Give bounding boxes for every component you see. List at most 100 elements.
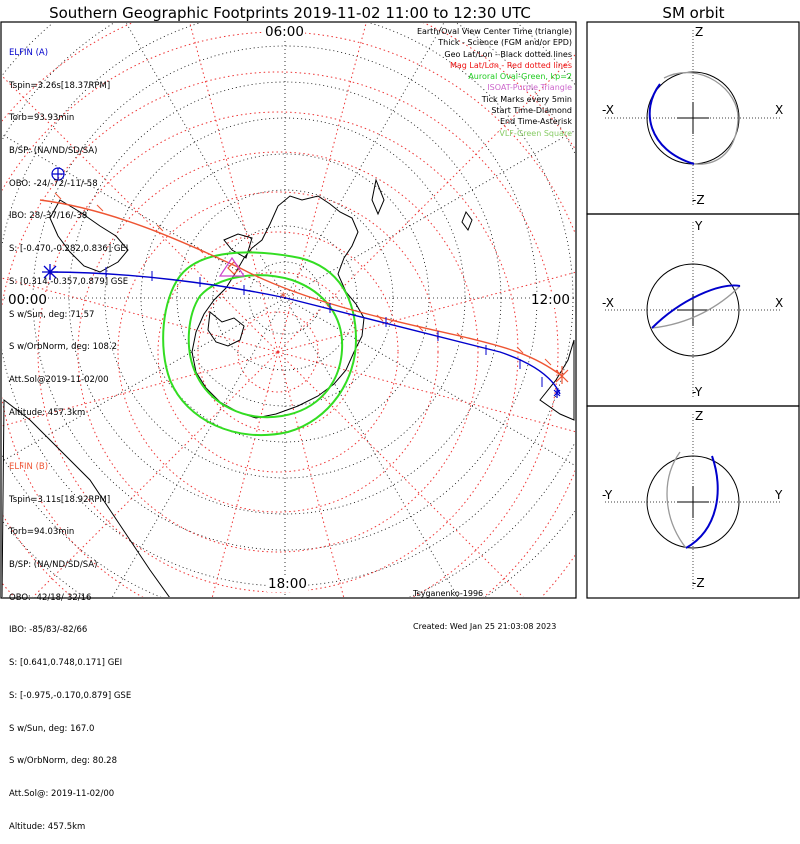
- sm-panel-frame-3: [586, 405, 800, 599]
- sm-panel-yz: [605, 414, 781, 590]
- elfin-b-line: IBO: -85/83/-82/66: [9, 625, 88, 636]
- elfin-b-tick: [54, 192, 62, 200]
- elfin-a-track: [49, 271, 561, 395]
- elfin-b-line: Tspin=3.11s[18.92RPM]: [9, 494, 111, 505]
- elfin-a-line: IBO: 28/-37/16/-38: [9, 211, 88, 222]
- elfin-a-start-asterisk: [42, 264, 58, 280]
- geo-lon-line: [284, 297, 575, 466]
- legend-item: ISOAT-Purple Triangle: [487, 83, 572, 93]
- time-label-top: 06:00: [264, 24, 305, 40]
- geo-lon-line: [2, 297, 286, 462]
- geo-lon-line: [125, 23, 286, 299]
- sm-orbit-title: SM orbit: [662, 4, 725, 22]
- sm1-bottom-label: -Z: [692, 193, 705, 207]
- isoat-triangle: [218, 256, 246, 277]
- elfin-a-name: ELFIN (A): [9, 47, 49, 58]
- sm-orbit-plots: [605, 30, 781, 590]
- model-label: Tsyganenko-1996: [413, 589, 484, 598]
- geo-lon-line: [284, 297, 459, 597]
- legend-item: Mag Lat/Lon - Red dotted lines: [449, 60, 572, 70]
- view-center-marker: *: [280, 291, 287, 306]
- sm3-bottom-label: -Z: [692, 576, 705, 590]
- legend-item: Tick Marks every 5min: [481, 94, 572, 104]
- elfin-b-tick: [516, 346, 524, 354]
- geo-lon-line: [2, 134, 286, 299]
- elfin-b-line: Altitude: 457.5km: [9, 821, 86, 832]
- auroral-oval-inner: [187, 274, 344, 419]
- elfin-a-line: S w/OrbNorm, deg: 108.2: [9, 342, 118, 353]
- sm-orbit-a: [685, 455, 719, 549]
- created-label: Created: Wed Jan 25 21:03:08 2023: [413, 622, 557, 631]
- time-label-right: 12:00: [530, 292, 571, 308]
- legend-item: Auroral Oval-Green, kp=2: [468, 72, 572, 82]
- sm-orbit-b: [651, 285, 741, 329]
- elfin-b-tick: [376, 314, 384, 322]
- elfin-b-tick: [196, 246, 204, 254]
- sm-panel-xz: [605, 30, 781, 206]
- geo-lon-line: [284, 130, 575, 299]
- auroral-oval-outer: [162, 251, 358, 437]
- sm-orbit-b: [666, 451, 687, 549]
- sm3-left-label: -Y: [602, 488, 613, 502]
- footer: Tsyganenko-1996 Created: Wed Jan 25 21:0…: [413, 566, 556, 643]
- elfin-a-line: S: [-0.470,-0.282,0.836] GEI: [9, 244, 129, 255]
- elfin-a-line: OBO: -24/-72/-11/-58: [9, 178, 98, 189]
- mag-lon-line: [277, 351, 345, 597]
- auroral-ovals: [162, 251, 358, 437]
- sm-orbit-a: [651, 284, 741, 329]
- elfin-b-info: ELFIN (B) Tspin=3.11s[18.92RPM] Torb=94.…: [9, 440, 131, 844]
- elfin-b-line: Torb=94.03min: [9, 527, 75, 538]
- elfin-b-tick: [416, 324, 424, 332]
- mag-lon-line: [277, 23, 367, 353]
- legend-item: Geo Lat/Lon - Black dotted lines: [444, 49, 572, 59]
- mag-pole-marker: *: [275, 350, 279, 358]
- legend: Earth/Oval View Center Time (triangle) T…: [417, 26, 572, 139]
- elfin-a-line: Altitude: 457.3km: [9, 407, 86, 418]
- elfin-b-line: S: [0.641,0.748,0.171] GEI: [9, 658, 123, 669]
- elfin-a-line: S w/Sun, deg: 71.57: [9, 309, 95, 320]
- sm-earth-circle: [646, 455, 740, 549]
- mag-lat-circle: [157, 231, 399, 473]
- mag-lon-line: [211, 351, 279, 597]
- elfin-a-info: ELFIN (A) Tspin=3.26s[18.37RPM] Torb=93.…: [9, 26, 128, 430]
- sm2-bottom-label: -Y: [692, 385, 703, 399]
- ice-shelf-coast: [207, 311, 245, 347]
- mag-lon-line: [189, 23, 279, 353]
- elfin-b-tick: [156, 224, 164, 232]
- satellite-a-cross-icon: [52, 168, 64, 180]
- sm-orbit-a: [648, 83, 695, 165]
- mag-lon-line: [277, 351, 524, 597]
- mag-lat-circle: [77, 151, 479, 553]
- mag-lat-circle: [237, 311, 319, 393]
- elfin-b-line: OBO: -42/18/-32/16: [9, 592, 92, 603]
- elfin-a-line: Att.Sol@2019-11-02/00: [9, 375, 109, 385]
- australia-coast: [49, 199, 129, 273]
- legend-item: Earth/Oval View Center Time (triangle): [416, 27, 572, 36]
- africa-coast: [2, 398, 170, 597]
- elfin-b-tick: [544, 358, 552, 366]
- sm2-right-label: X: [775, 296, 784, 310]
- elfin-a-line: B/SP: (NA/ND/SD/SA): [9, 145, 98, 156]
- legend-item: End Time-Asterisk: [499, 117, 572, 127]
- time-label-left: 00:00: [7, 292, 48, 308]
- elfin-b-tick: [456, 332, 464, 340]
- elfin-b-end-asterisk: [555, 366, 569, 384]
- island-coast: [371, 178, 385, 216]
- sm1-right-label: X: [775, 103, 784, 117]
- sm2-top-label: Y: [695, 219, 703, 233]
- sm-earth-circle: [646, 263, 740, 357]
- sm-panel-xy: [605, 222, 781, 398]
- sm3-top-label: Z: [695, 409, 704, 423]
- mag-lat-circle: [2, 71, 559, 597]
- map-frame: [0, 21, 577, 599]
- elfin-a-line: Tspin=3.26s[18.37RPM]: [9, 80, 111, 91]
- geo-lon-line: [284, 23, 445, 299]
- legend-item: Thick - Science (FGM and/or EPD): [438, 38, 572, 48]
- south-america-coast: [539, 339, 575, 421]
- geo-lon-line: [111, 297, 286, 597]
- elfin-b-line: S: [-0.975,-0.170,0.879] GSE: [9, 690, 132, 701]
- elfin-b-name: ELFIN (B): [9, 461, 49, 472]
- antarctica-coast: [191, 195, 365, 419]
- elfin-b-track: [39, 199, 563, 377]
- elfin-a-end-marker: [553, 388, 561, 398]
